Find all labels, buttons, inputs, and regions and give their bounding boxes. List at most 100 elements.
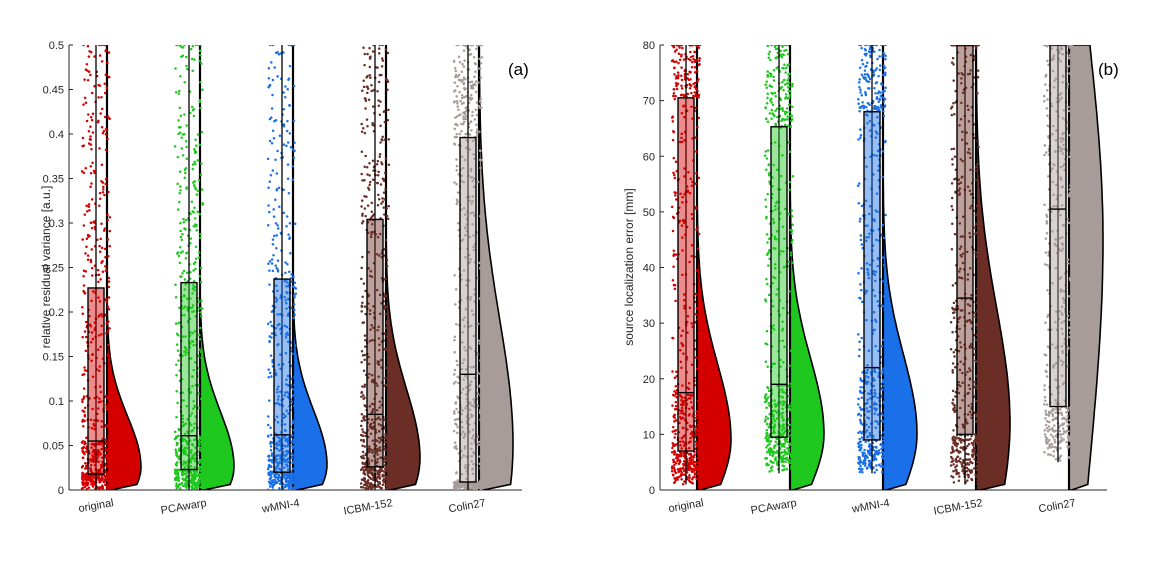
- data-point: [197, 442, 200, 445]
- data-point: [176, 401, 179, 405]
- data-point: [275, 454, 278, 457]
- data-point: [377, 197, 381, 201]
- data-point: [368, 74, 371, 77]
- data-point: [774, 94, 777, 98]
- data-point: [693, 91, 697, 94]
- data-point: [191, 167, 195, 171]
- data-point: [97, 400, 101, 404]
- data-point: [361, 179, 364, 182]
- data-point: [81, 482, 85, 486]
- data-point: [282, 51, 285, 54]
- data-point: [285, 378, 288, 382]
- data-point: [691, 180, 694, 184]
- data-point: [468, 408, 472, 411]
- data-point: [383, 171, 387, 175]
- data-point: [93, 427, 96, 431]
- data-point: [292, 486, 295, 489]
- data-point: [460, 102, 464, 105]
- data-point: [87, 142, 91, 145]
- data-point: [185, 480, 189, 484]
- data-point: [376, 480, 380, 484]
- data-point: [860, 46, 863, 50]
- data-point: [364, 480, 367, 484]
- data-point: [80, 475, 84, 479]
- data-point: [384, 455, 387, 458]
- data-point: [859, 238, 863, 242]
- data-point: [464, 255, 467, 259]
- data-point: [191, 69, 194, 73]
- data-point: [370, 230, 373, 234]
- data-point: [91, 407, 94, 411]
- data-point: [693, 464, 696, 468]
- data-point: [460, 179, 463, 183]
- data-point: [271, 45, 275, 47]
- data-point: [678, 421, 681, 425]
- data-point: [268, 459, 271, 462]
- data-point: [478, 266, 482, 270]
- data-point: [371, 178, 375, 182]
- data-point: [274, 327, 278, 330]
- data-point: [673, 283, 677, 287]
- data-point: [88, 323, 92, 327]
- data-point: [882, 436, 885, 439]
- data-point: [383, 213, 386, 216]
- data-point: [178, 170, 182, 174]
- data-point: [100, 324, 103, 328]
- data-point: [786, 118, 789, 121]
- data-point: [470, 324, 473, 327]
- data-point: [689, 397, 692, 400]
- data-point: [691, 470, 694, 473]
- data-point: [369, 484, 372, 488]
- data-point: [359, 433, 363, 437]
- data-point: [367, 487, 370, 490]
- data-point: [273, 474, 276, 478]
- data-point: [673, 443, 676, 447]
- data-point: [177, 479, 181, 482]
- data-point: [882, 114, 886, 118]
- data-point: [461, 318, 464, 322]
- data-point: [695, 69, 699, 73]
- data-point: [193, 404, 196, 407]
- data-point: [378, 482, 382, 485]
- data-point: [107, 458, 110, 461]
- data-point: [294, 354, 298, 358]
- data-point: [273, 119, 276, 123]
- data-point: [270, 375, 273, 378]
- data-point: [453, 412, 456, 415]
- data-point: [368, 57, 372, 60]
- data-point: [680, 437, 684, 440]
- data-point: [480, 45, 483, 47]
- data-point: [858, 220, 862, 223]
- data-point: [267, 375, 270, 379]
- data-point: [787, 461, 790, 464]
- category-label: wMNI-4: [260, 497, 300, 516]
- data-point: [365, 166, 369, 169]
- data-point: [859, 128, 862, 131]
- panel-label: (a): [508, 60, 529, 79]
- data-point: [695, 172, 698, 175]
- data-point: [270, 452, 274, 455]
- data-point: [478, 57, 481, 61]
- data-point: [384, 366, 388, 370]
- data-point: [90, 248, 94, 251]
- data-point: [193, 160, 196, 164]
- data-point: [183, 462, 186, 465]
- data-point: [377, 170, 380, 174]
- data-point: [83, 406, 87, 410]
- data-point: [882, 264, 886, 267]
- data-point: [676, 71, 680, 74]
- data-point: [362, 414, 366, 418]
- data-point: [783, 445, 786, 448]
- data-point: [378, 232, 382, 236]
- data-point: [269, 45, 272, 47]
- data-point: [386, 480, 389, 483]
- data-point: [672, 94, 675, 98]
- data-point: [697, 116, 700, 120]
- data-point: [267, 186, 270, 190]
- data-point: [783, 438, 787, 441]
- data-point: [764, 198, 767, 201]
- data-point: [361, 301, 364, 304]
- data-point: [83, 474, 87, 477]
- data-point: [198, 98, 202, 102]
- data-point: [474, 62, 478, 66]
